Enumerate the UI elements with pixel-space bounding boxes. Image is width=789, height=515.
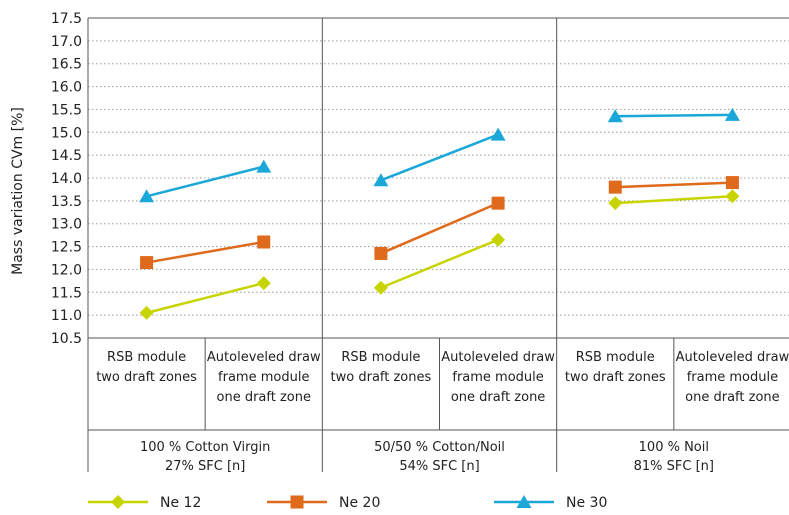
category-label: one draft zone: [685, 390, 779, 405]
category-label: RSB module: [576, 350, 655, 365]
y-tick-label: 16.5: [51, 57, 82, 73]
triangle-marker: [490, 127, 506, 141]
category-labels: RSB module two draft zones Autoleveled dra…: [96, 350, 789, 405]
triangle-marker: [373, 173, 389, 187]
diamond-marker: [725, 189, 740, 204]
grid: [88, 40, 789, 316]
triangle-marker: [516, 495, 532, 508]
series-layer: [139, 107, 740, 320]
square-marker: [290, 495, 304, 509]
group-label-sfc: 54% SFC [n]: [399, 459, 479, 474]
triangle-marker: [139, 189, 155, 203]
category-label: frame module: [218, 370, 309, 385]
series-line-ne-12: [380, 238, 499, 289]
diamond-marker: [491, 232, 506, 247]
y-tick-label: 14.0: [51, 171, 82, 187]
category-label: frame module: [452, 370, 543, 385]
diamond-marker: [256, 276, 271, 291]
y-tick-label: 17.5: [51, 11, 82, 27]
triangle-marker: [607, 109, 623, 123]
legend-label: Ne 20: [339, 495, 380, 511]
y-tick-label: 11.0: [51, 308, 82, 324]
category-label: Autoleveled draw: [676, 350, 789, 365]
plot-frame: [87, 17, 789, 472]
diamond-marker: [608, 196, 623, 211]
series-line-ne-30: [380, 133, 499, 182]
series-line-ne-20: [615, 181, 733, 189]
group-label: 50/50 % Cotton/Noil: [374, 440, 505, 455]
triangle-marker: [256, 159, 272, 173]
group-labels: 100 % Cotton Virgin 27% SFC [n] 50/50 % Co…: [140, 440, 714, 474]
square-marker: [491, 196, 505, 210]
series-line-ne-30: [615, 113, 733, 118]
legend: Ne 12 Ne 20 Ne 30: [88, 495, 607, 511]
y-tick-label: 10.5: [51, 331, 82, 347]
square-marker: [608, 180, 622, 194]
y-tick-label: 14.5: [51, 148, 82, 164]
square-marker: [374, 246, 388, 260]
category-label: frame module: [687, 370, 778, 385]
legend-label: Ne 30: [566, 495, 607, 511]
y-tick-label: 16.0: [51, 80, 82, 96]
y-axis-label: Mass variation CVm [%]: [10, 107, 26, 275]
category-label: two draft zones: [96, 370, 197, 385]
diamond-marker: [139, 305, 154, 320]
group-label: 100 % Noil: [639, 440, 709, 455]
y-tick-label: 13.5: [51, 194, 82, 210]
group-label-sfc: 81% SFC [n]: [634, 459, 714, 474]
category-label: two draft zones: [565, 370, 666, 385]
category-label: one draft zone: [217, 390, 311, 405]
category-label: one draft zone: [451, 390, 545, 405]
series-line-ne-20: [146, 240, 264, 264]
y-tick-label: 12.0: [51, 262, 82, 278]
legend-label: Ne 12: [160, 495, 201, 511]
square-marker: [140, 256, 154, 270]
y-tick-label: 15.0: [51, 125, 82, 141]
category-label: two draft zones: [331, 370, 432, 385]
y-tick-label: 12.5: [51, 240, 82, 256]
square-marker: [257, 235, 271, 249]
y-tick-label: 15.5: [51, 102, 82, 118]
y-tick-label: 13.0: [51, 217, 82, 233]
triangle-marker: [724, 107, 740, 121]
group-label: 100 % Cotton Virgin: [140, 440, 270, 455]
category-label: RSB module: [107, 350, 186, 365]
series-line-ne-12: [615, 195, 733, 205]
series-line-ne-20: [380, 201, 499, 255]
y-tick-label: 11.5: [51, 285, 82, 301]
y-tick-labels: 17.5 17.0 16.5 16.0 15.5 15.0 14.5 14.0 13.5 13.0…: [51, 11, 82, 347]
category-label: RSB module: [341, 350, 420, 365]
category-label: Autoleveled draw: [207, 350, 321, 365]
group-label-sfc: 27% SFC [n]: [165, 459, 245, 474]
diamond-marker: [111, 495, 125, 509]
category-label: Autoleveled draw: [441, 350, 555, 365]
series-line-ne-30: [146, 165, 265, 198]
square-marker: [725, 176, 739, 190]
y-tick-label: 17.0: [51, 34, 82, 50]
diamond-marker: [373, 280, 388, 295]
series-line-ne-12: [146, 281, 265, 315]
